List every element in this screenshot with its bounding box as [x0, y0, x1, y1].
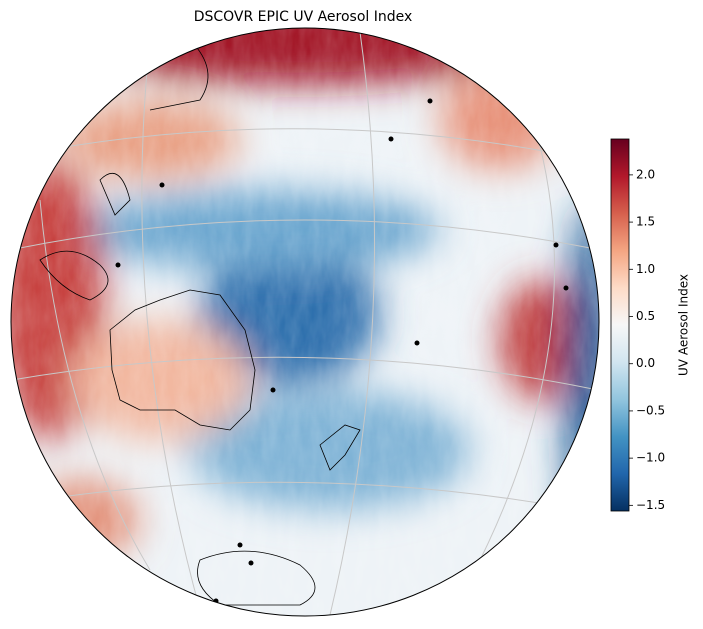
chart-title: DSCOVR EPIC UV Aerosol Index [194, 9, 413, 25]
globe [11, 28, 599, 616]
colorbar-label: UV Aerosol Index [677, 274, 691, 376]
colorbar-tick-label: 0.0 [636, 356, 655, 370]
colorbar-tick-label: 2.0 [636, 167, 655, 181]
colorbar-tick-label: 1.0 [636, 262, 655, 276]
colorbar-tick-label: −0.5 [636, 403, 665, 417]
colorbar-tick-label: 1.5 [636, 215, 655, 229]
colorbar [610, 138, 630, 512]
colorbar-tick-label: −1.0 [636, 451, 665, 465]
globe-outline [10, 27, 600, 617]
colorbar-tick-label: 0.5 [636, 309, 655, 323]
colorbar-tick-label: −1.5 [636, 498, 665, 512]
